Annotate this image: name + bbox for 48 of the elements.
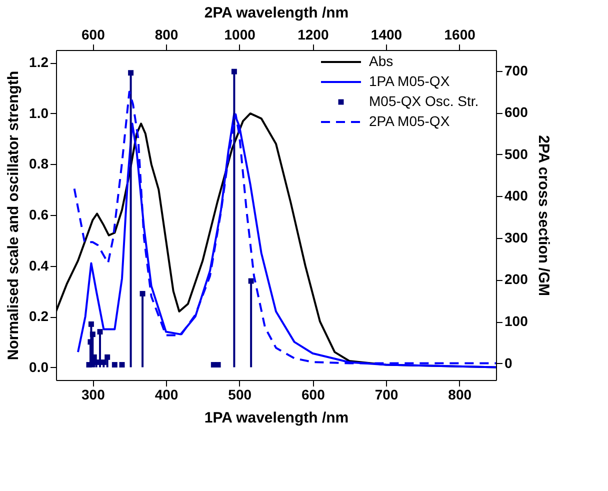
point (97, 329, 103, 335)
point (88, 321, 94, 327)
y-tick-label: 0.2 (29, 308, 49, 324)
point (248, 278, 254, 284)
x-axis-title: 1PA wavelength /nm (204, 410, 349, 426)
y-tick-label: 0.6 (29, 206, 49, 222)
x-tick-label: 500 (228, 386, 252, 402)
y-tick-label: 1.2 (29, 54, 49, 70)
point (231, 68, 237, 74)
point (90, 332, 96, 338)
y2-tick-label: 600 (504, 104, 528, 120)
y2-tick-label: 700 (504, 62, 528, 78)
x2-tick-label: 1200 (298, 26, 329, 42)
point (140, 290, 146, 296)
legend-label: M05-QX Osc. Str. (369, 93, 479, 109)
x2-tick-label: 1600 (444, 26, 476, 42)
point (119, 362, 125, 368)
y2-tick-label: 400 (504, 188, 528, 204)
y-tick-label: 0.8 (29, 156, 49, 172)
x-tick-label: 800 (448, 386, 472, 402)
y-axis-title: Normalised scale and oscillator strength (5, 70, 22, 360)
x-tick-label: 700 (374, 386, 398, 402)
y-tick-label: 1.0 (29, 104, 49, 121)
point (215, 362, 221, 368)
x2-axis-title: 2PA wavelength /nm (204, 4, 349, 22)
x-tick-label: 300 (81, 386, 106, 402)
y2-tick-label: 0 (504, 354, 512, 371)
point (128, 70, 134, 76)
legend-label: Abs (369, 53, 394, 69)
x2-tick-label: 600 (81, 26, 106, 42)
legend-label: 1PA M05-QX (369, 73, 450, 89)
y-tick-label: 0.4 (29, 257, 49, 274)
y2-tick-label: 500 (504, 146, 528, 162)
x2-tick-label: 1400 (370, 26, 402, 42)
point (100, 359, 106, 365)
y2-tick-label: 200 (504, 271, 528, 288)
y-tick-label: 0.0 (29, 358, 49, 375)
legend-label: 2PA M05-QX (369, 113, 450, 129)
y2-axis-title: 2PA cross section /GM (534, 135, 552, 296)
x-tick-label: 400 (154, 386, 178, 402)
x2-tick-label: 800 (154, 26, 178, 42)
y2-tick-label: 100 (504, 313, 528, 330)
x2-tick-label: 1000 (224, 26, 256, 42)
point (104, 354, 110, 360)
x-tick-label: 600 (301, 386, 326, 402)
y2-tick-label: 300 (504, 229, 528, 246)
point (86, 362, 92, 368)
point (112, 362, 118, 368)
